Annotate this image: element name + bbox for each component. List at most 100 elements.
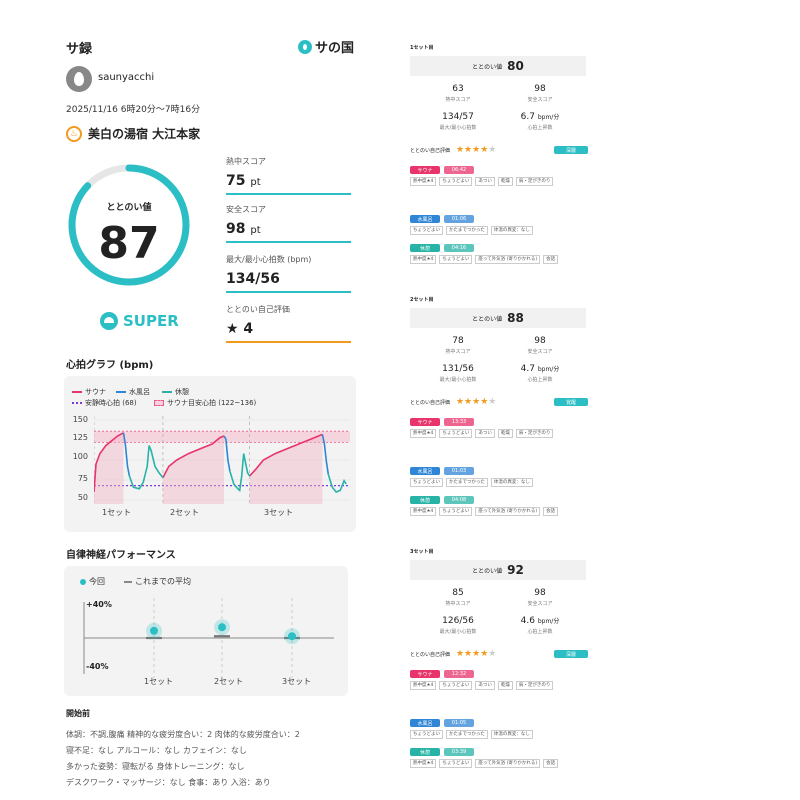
legend-water: 水風呂 [116, 387, 150, 397]
stage-name: サウナ [410, 670, 440, 678]
facility-row[interactable]: ♨ 美白の湯宿 大江本家 [66, 125, 200, 142]
stage-time: 01:03 [444, 467, 474, 475]
stage-tags: ちょうどよい かたまでつかった 体温の異変：なし [410, 478, 590, 487]
stage-row: サウナ 13:33 [410, 418, 474, 426]
set-rate-value-row: 4.6 bpm/分 [500, 616, 580, 626]
set-stars: ★★★★★ [456, 649, 496, 659]
legend-resting-hr: 安静時心拍 (68) [72, 398, 137, 408]
star-icon: ★ [480, 145, 489, 155]
set-rate-unit: bpm/分 [537, 114, 560, 121]
star-icon: ★ [472, 145, 481, 155]
user-name[interactable]: saunyacchi [98, 72, 155, 83]
set-self-rating-label: ととのい自己評価 [410, 399, 450, 406]
set-totonoi-value: 88 [507, 311, 524, 325]
heart-rate-range: 最大/最小心拍数 (bpm) 134/56 [226, 254, 351, 293]
set-rate-unit: bpm/分 [537, 366, 560, 373]
stage-name: 休憩 [410, 496, 440, 504]
x-label: 1セット [144, 677, 174, 686]
legend-swatch [72, 402, 82, 404]
set-hr-rate: 4.7 bpm/分 心拍上昇数 [500, 364, 580, 383]
set-heat-label: 熱中スコア [445, 97, 471, 103]
heat-score-unit: pt [250, 177, 261, 188]
tag: ちょうどよい [410, 730, 443, 739]
legend-swatch [154, 400, 164, 406]
set-title: 3セット目 [410, 549, 434, 555]
stage-time: 04:08 [444, 496, 474, 504]
tag: 熱中度★4 [410, 255, 437, 264]
set-heat-label: 熱中スコア [445, 601, 471, 607]
legend-label: 休憩 [175, 388, 189, 396]
legend-swatch [124, 580, 132, 583]
tag: 肩・足がきのり [515, 177, 554, 186]
set-heat-value: 85 [452, 588, 464, 598]
tag: かたまでつかった [446, 478, 488, 487]
avatar[interactable] [66, 66, 92, 92]
app-logo[interactable]: サの国 [298, 37, 354, 56]
set-totonoi-box: ととのい値 92 [410, 560, 586, 580]
set-state-badge[interactable]: 深層 [554, 650, 588, 658]
stage-time: 01:06 [444, 215, 474, 223]
set-totonoi-value: 92 [507, 563, 524, 577]
set-safe-score: 98 安全スコア [500, 84, 580, 103]
set-card: 1セット目 ととのい値 80 63 熱中スコア 98 安全スコア 134/57 最大/最小心拍数… [408, 44, 590, 284]
tag: ちょうどよい [410, 478, 443, 487]
totonoi-value: 87 [98, 218, 160, 269]
set-safe-value: 98 [534, 588, 546, 598]
stage-name: 水風呂 [410, 215, 440, 223]
tag: 座って外気浴 (寄りかかれる) [475, 759, 541, 768]
legend-swatch [162, 391, 172, 393]
pre-line: 多かった姿勢：寝転がる 身体トレーニング：なし [66, 762, 245, 771]
legend-swatch [72, 391, 82, 393]
divider [226, 291, 351, 293]
set-hr-value: 134/57 [442, 112, 474, 122]
tag: 熱中度★4 [410, 429, 437, 438]
session-summary-panel: サ録 サの国 saunyacchi 2025/11/16 6時20分〜7時16分… [60, 0, 360, 800]
tag: 熱中度★4 [410, 177, 437, 186]
set-totonoi-value: 80 [507, 59, 524, 73]
tag: 熱中度★4 [410, 507, 437, 516]
stage-tags: 熱中度★4 ちょうどよい 座って外気浴 (寄りかかれる) 会話 [410, 255, 590, 264]
set-stars: ★★★★★ [456, 397, 496, 407]
stage-tags: 熱中度★4 ちょうどよい あつい 乾燥 肩・足がきのり [410, 429, 590, 438]
self-rating-value: ★ 4 [226, 321, 254, 337]
stage-row: 水風呂 01:06 [410, 215, 474, 223]
stage-name: 休憩 [410, 244, 440, 252]
set-state-badge[interactable]: 深層 [554, 146, 588, 154]
set-self-rating: ととのい自己評価 ★★★★★ 深層 [410, 649, 588, 659]
tag: ちょうどよい [439, 681, 473, 690]
rank-label: SUPER [123, 312, 179, 330]
stage-time: 01:05 [444, 719, 474, 727]
star-icon: ★ [488, 649, 497, 659]
legend-average: これまでの平均 [124, 576, 191, 587]
tag: あつい [475, 429, 495, 438]
star-icon: ★ [488, 397, 497, 407]
heat-score-label: 熱中スコア [226, 157, 266, 166]
x-label: 2セット [170, 508, 200, 517]
legend-label: 今回 [89, 577, 105, 586]
tag: ちょうどよい [410, 226, 443, 235]
session-date: 2025/11/16 6時20分〜7時16分 [66, 105, 201, 115]
legend-sauna: サウナ [72, 387, 106, 397]
star-icon: ★ [455, 649, 465, 659]
series-line [321, 434, 330, 475]
star-icon: ★ [480, 397, 489, 407]
self-rating-label: ととのい自己評価 [226, 305, 290, 314]
set-self-rating: ととのい自己評価 ★★★★★ 深層 [410, 145, 588, 155]
set-rate-value-row: 6.7 bpm/分 [500, 112, 580, 122]
star-icon: ★ [480, 649, 489, 659]
set-rate-value-row: 4.7 bpm/分 [500, 364, 580, 374]
tag: 会話 [543, 255, 559, 264]
set-safe-label: 安全スコア [527, 97, 553, 103]
stage-time: 13:33 [444, 418, 474, 426]
safety-score-value: 98 [226, 221, 246, 237]
stage-row: 休憩 04:08 [410, 496, 474, 504]
stage-time: 06:42 [444, 166, 474, 174]
set-heat-score: 63 熱中スコア [418, 84, 498, 103]
star-icon: ★ [488, 145, 497, 155]
set-state-badge[interactable]: 覚醒 [554, 398, 588, 406]
set-hr-value: 131/56 [442, 364, 474, 374]
facility-icon: ♨ [66, 125, 82, 142]
stage-row: 休憩 03:39 [410, 748, 474, 756]
star-icon: ★ [472, 649, 481, 659]
y-max-label: +40% [86, 600, 112, 609]
